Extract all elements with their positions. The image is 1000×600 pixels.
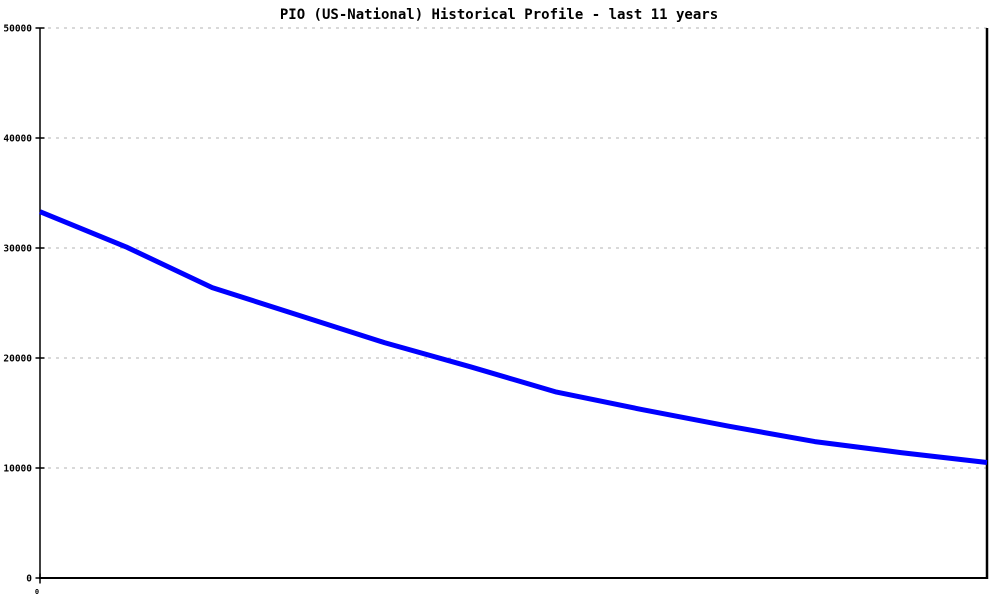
axes — [39, 28, 989, 579]
y-tick-label: 10000 — [3, 464, 32, 475]
data-series — [39, 209, 988, 465]
gridlines — [40, 27, 987, 469]
y-axis-ticks: 0 10000 20000 30000 40000 50000 — [3, 24, 45, 585]
y-tick-label: 20000 — [3, 354, 32, 365]
x-tick-label: 0 — [35, 588, 39, 596]
chart-title: PIO (US-National) Historical Profile - l… — [280, 7, 718, 23]
y-tick-label: 0 — [26, 574, 32, 585]
y-tick-label: 50000 — [3, 24, 32, 35]
y-tick-label: 30000 — [3, 244, 32, 255]
x-axis-ticks: 0 — [35, 573, 41, 596]
y-tick-label: 40000 — [3, 134, 32, 145]
data-series-line — [39, 209, 988, 465]
